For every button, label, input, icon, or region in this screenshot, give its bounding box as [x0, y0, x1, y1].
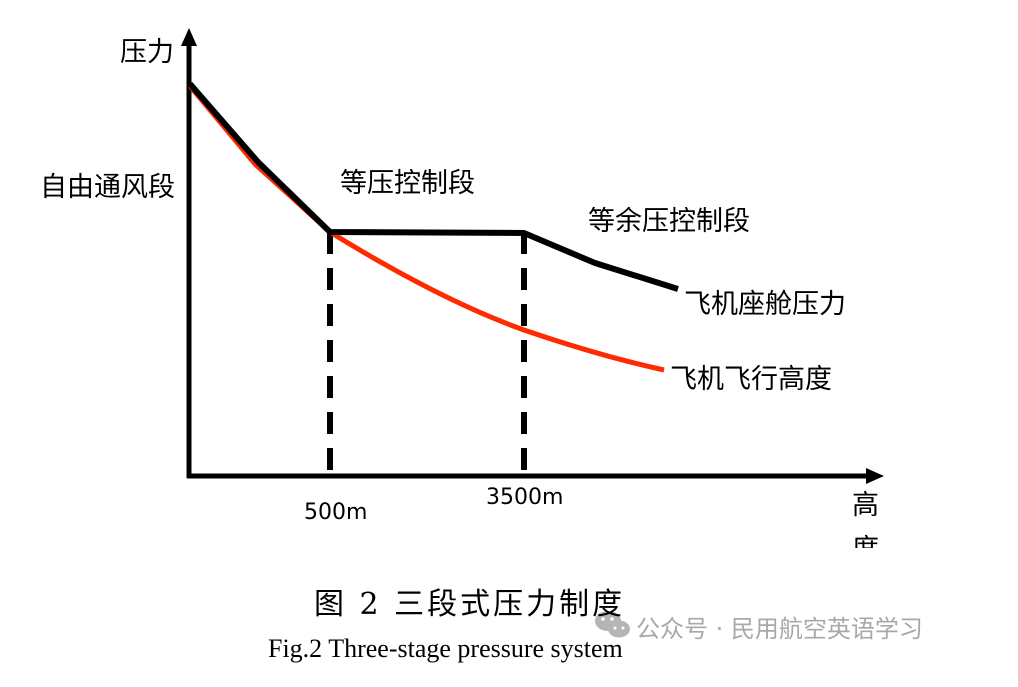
segment-label-constant-differential: 等余压控制段: [588, 206, 750, 237]
x-tick-label-3500m: 3500m: [486, 485, 564, 510]
segment-label-free-ventilation: 自由通风段: [40, 172, 175, 203]
y-axis-arrow: [181, 28, 197, 46]
segment-label-isobaric: 等压控制段: [340, 168, 475, 199]
series-label-flight-altitude: 飞机飞行高度: [670, 364, 832, 395]
figure-caption-cn: 图 2 三段式压力制度: [314, 587, 626, 622]
x-axis-arrow: [866, 468, 884, 484]
x-axis-label: 高度: [852, 490, 879, 548]
x-tick-label-500m: 500m: [304, 500, 368, 525]
series-cabin-pressure-line: [187, 82, 679, 292]
series-label-cabin-pressure: 飞机座舱压力: [684, 289, 846, 320]
y-axis-label: 压力: [120, 37, 174, 68]
wechat-icon: [595, 611, 630, 638]
watermark-text: 公众号 · 民用航空英语学习: [636, 615, 923, 643]
series-flight-altitude-line: [188, 84, 665, 373]
figure-caption-en: Fig.2 Three-stage pressure system: [268, 634, 623, 663]
